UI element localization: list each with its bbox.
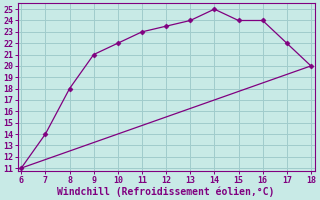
X-axis label: Windchill (Refroidissement éolien,°C): Windchill (Refroidissement éolien,°C) (57, 186, 275, 197)
